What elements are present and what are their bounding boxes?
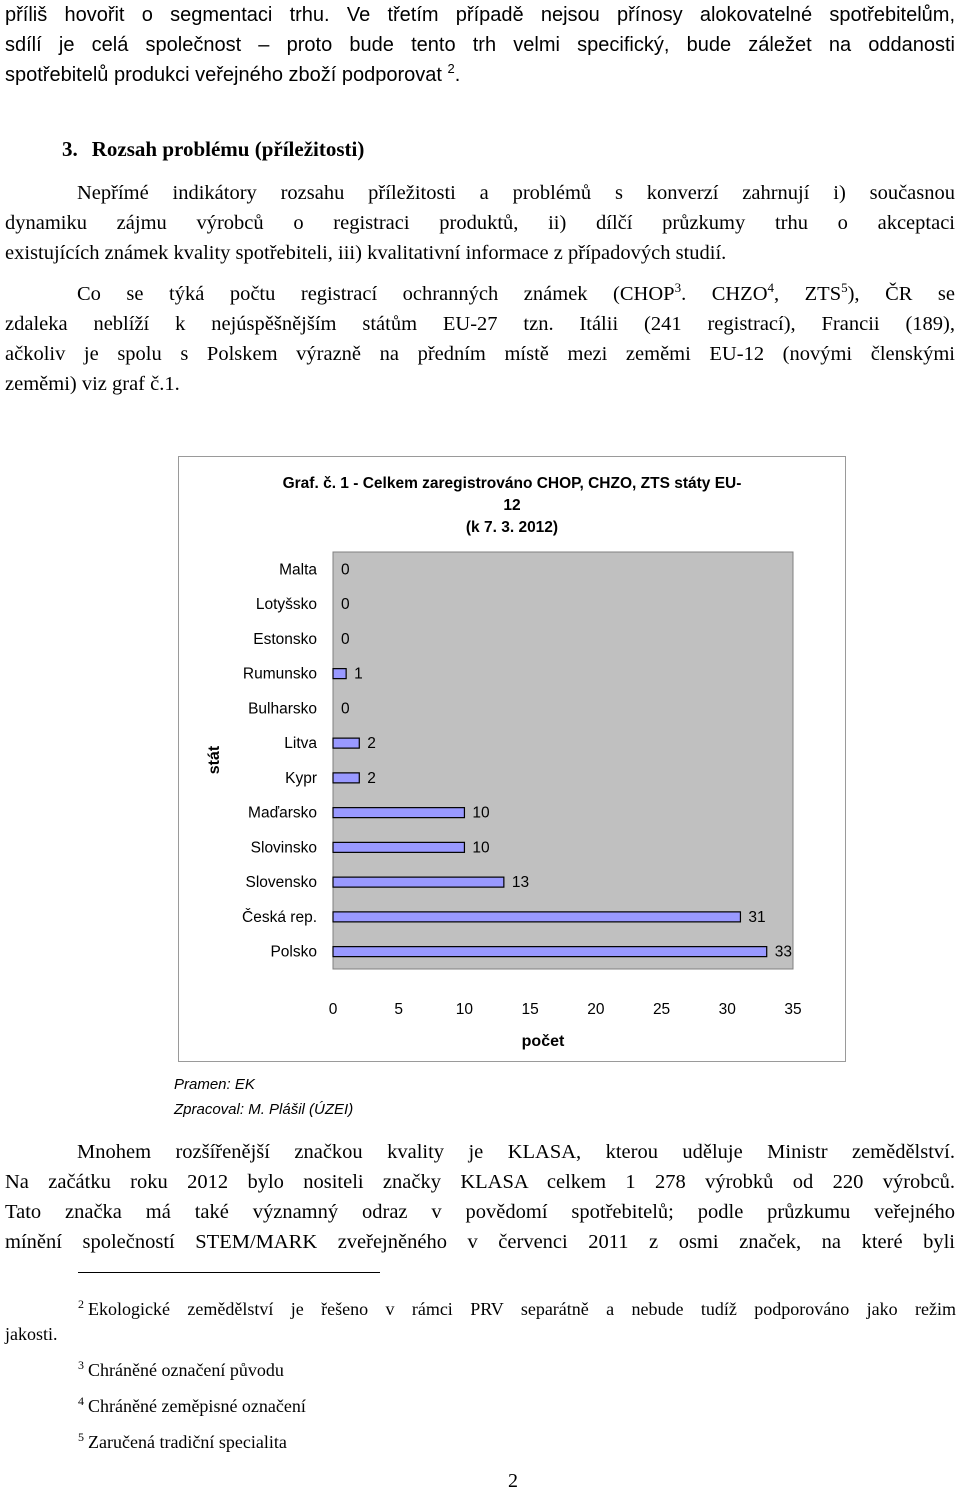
footnote-3: 3 Chráněné označení původu	[78, 1358, 284, 1382]
data-label: 0	[341, 561, 350, 578]
footnote-3-number: 3	[78, 1358, 84, 1372]
chart-frame: Graf. č. 1 - Celkem zaregistrováno CHOP,…	[178, 456, 846, 1062]
footnote-2-text: Ekologické zemědělství je řešeno v rámci…	[88, 1299, 956, 1319]
bar	[332, 841, 466, 853]
data-label: 0	[341, 631, 350, 648]
chart-source: Pramen: EK	[174, 1076, 255, 1093]
footnote-5: 5 Zaručená tradiční specialita	[78, 1430, 287, 1454]
section-title: Rozsah problému (příležitosti)	[91, 137, 365, 161]
page-number: 2	[508, 1470, 518, 1492]
footnote-4-text: Chráněné zeměpisné označení	[88, 1396, 306, 1416]
data-label: 2	[367, 735, 376, 752]
paragraph-2-line-2: dynamiku zájmu výrobců o registraci prod…	[5, 212, 955, 234]
paragraph-4-line-4: mínění společností STEM/MARK zveřejněnéh…	[5, 1231, 955, 1253]
data-label: 0	[341, 596, 350, 613]
x-tick-label: 15	[522, 1001, 539, 1018]
footnote-5-number: 5	[78, 1430, 84, 1444]
x-axis-label: počet	[522, 1033, 565, 1050]
section-heading: 3. Rozsah problému (příležitosti)	[62, 137, 364, 162]
footnote-ref-4[interactable]: 4	[767, 280, 775, 295]
bar	[332, 807, 466, 819]
category-label: Polsko	[270, 944, 317, 961]
paragraph-2-line-1: Nepřímé indikátory rozsahu příležitosti …	[77, 182, 955, 204]
footnote-2-continuation: jakosti.	[5, 1324, 58, 1344]
paragraph-3-line-4: zeměmi) viz graf č.1.	[5, 373, 180, 395]
chart-title: Graf. č. 1 - Celkem zaregistrováno CHOP,…	[179, 473, 845, 539]
footnote-5-text: Zaručená tradiční specialita	[88, 1432, 287, 1452]
footnote-separator	[78, 1272, 380, 1273]
x-tick-label: 10	[456, 1001, 474, 1018]
category-label: Litva	[284, 735, 317, 752]
paragraph-1-line-3: spotřebitelů produkci veřejného zboží po…	[5, 61, 461, 86]
paragraph-4-line-2: Na začátku roku 2012 bylo nositeli značk…	[5, 1171, 955, 1193]
x-tick-label: 20	[587, 1001, 605, 1018]
paragraph-2-line-3: existujících známek kvality spotřebiteli…	[5, 242, 727, 264]
x-tick-label: 0	[329, 1001, 338, 1018]
category-label: Bulharsko	[248, 700, 317, 717]
category-label: Lotyšsko	[256, 596, 317, 613]
footnote-4: 4 Chráněné zeměpisné označení	[78, 1394, 306, 1418]
category-label: Slovinsko	[251, 839, 317, 856]
category-label: Estonsko	[253, 631, 317, 648]
paragraph-1: příliš hovořit o segmentaci trhu. Ve tře…	[5, 0, 955, 90]
x-tick-label: 35	[784, 1001, 801, 1018]
plot-area	[332, 551, 794, 970]
chart-title-line-1: Graf. č. 1 - Celkem zaregistrováno CHOP,…	[282, 475, 742, 492]
chart-author: Zpracoval: M. Plášil (ÚZEI)	[174, 1101, 354, 1118]
data-label: 1	[354, 666, 363, 683]
category-label: Slovensko	[245, 874, 317, 891]
chart-title-line-3: (k 7. 3. 2012)	[465, 519, 559, 536]
data-label: 13	[512, 874, 529, 891]
bar	[332, 772, 360, 784]
paragraph-3-line-2: zdaleka neblíží k nejúspěšnějším státům …	[5, 313, 955, 335]
y-axis-label: stát	[206, 745, 223, 774]
bar	[332, 946, 768, 958]
section-number: 3.	[62, 137, 78, 161]
data-label: 10	[472, 805, 490, 822]
footnote-2: 2 Ekologické zemědělství je řešeno v rámc…	[78, 1297, 956, 1321]
data-label: 33	[775, 944, 792, 961]
footnote-ref-2[interactable]: 2	[447, 61, 455, 76]
chart-title-line-2: 12	[503, 497, 521, 514]
bar	[332, 911, 742, 923]
paragraph-2: Nepřímé indikátory rozsahu příležitosti …	[5, 178, 955, 268]
paragraph-1-line-1: příliš hovořit o segmentaci trhu. Ve tře…	[5, 4, 955, 26]
paragraph-4-line-3: Tato značka má také významný odraz v pov…	[5, 1201, 955, 1223]
category-label: Rumunsko	[243, 666, 317, 683]
x-tick-label: 30	[719, 1001, 737, 1018]
bar	[332, 737, 360, 749]
paragraph-4: Mnohem rozšířenější značkou kvality je K…	[5, 1137, 955, 1257]
footnote-3-text: Chráněné označení původu	[88, 1360, 284, 1380]
footnote-2-number: 2	[78, 1297, 84, 1311]
category-label: Kypr	[285, 770, 317, 787]
bar	[332, 876, 505, 888]
footnote-ref-5[interactable]: 5	[841, 280, 848, 295]
paragraph-1-line-2: sdílí je celá společnost – proto bude te…	[5, 34, 955, 56]
x-tick-label: 25	[653, 1001, 670, 1018]
paragraph-3-line-1: Co se týká počtu registrací ochranných z…	[77, 280, 956, 305]
x-tick-label: 5	[394, 1001, 403, 1018]
data-label: 0	[341, 700, 350, 717]
paragraph-3-line-3: ačkoliv je spolu s Polskem výrazně na př…	[5, 343, 955, 365]
category-label: Česká rep.	[242, 909, 317, 926]
data-label: 31	[748, 909, 765, 926]
footnote-4-number: 4	[78, 1394, 84, 1408]
category-label: Malta	[279, 561, 317, 578]
data-label: 2	[367, 770, 376, 787]
bar	[332, 668, 347, 680]
footnote-ref-3[interactable]: 3	[674, 280, 682, 295]
paragraph-3: Co se týká počtu registrací ochranných z…	[5, 279, 955, 399]
paragraph-4-line-1: Mnohem rozšířenější značkou kvality je K…	[77, 1141, 955, 1163]
data-label: 10	[472, 839, 490, 856]
bar-chart: Malta 0 Lotyšsko 0 Estonsko 0 Rumunsko 1 Bulhars…	[206, 551, 802, 1050]
category-label: Maďarsko	[248, 805, 317, 822]
